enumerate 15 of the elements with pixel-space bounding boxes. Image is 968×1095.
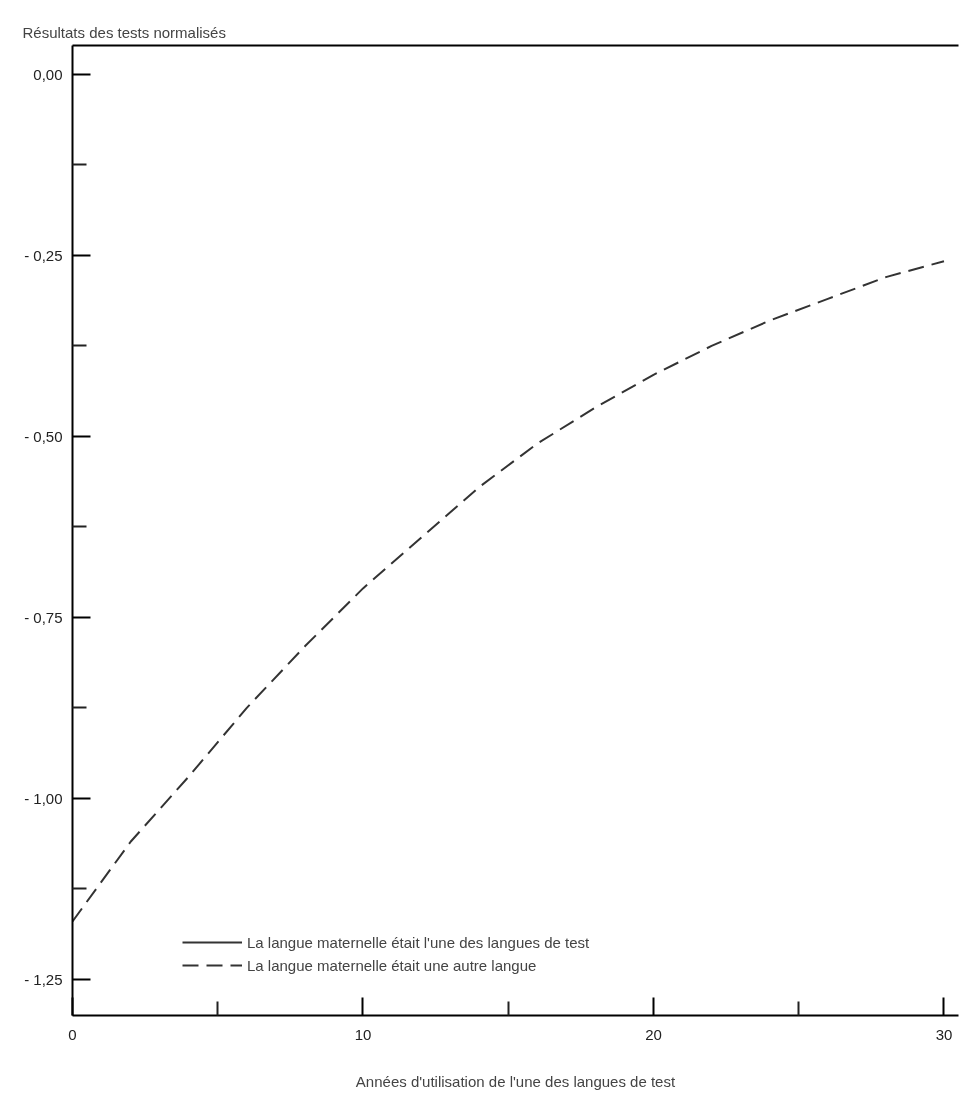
y-tick-label: 0,00 [33, 65, 63, 83]
y-axis-title: Résultats des tests normalisés [22, 23, 226, 41]
x-tick-label: 0 [68, 1025, 77, 1043]
y-tick-label: - 0,75 [24, 608, 63, 626]
x-tick-label: 10 [354, 1025, 372, 1043]
y-tick-label: - 0,50 [24, 427, 63, 445]
x-axis-title: Années d'utilisation de l'une des langues de test [355, 1072, 676, 1090]
y-tick-label: - 0,25 [24, 246, 63, 264]
y-tick-label: - 1,00 [24, 789, 63, 807]
x-tick-label: 30 [935, 1025, 953, 1043]
y-tick-label: - 1,25 [24, 970, 63, 988]
legend-label: La langue maternelle était une autre langue [247, 956, 537, 974]
line-series [72, 260, 945, 923]
legend-label: La langue maternelle était l'une des langues de test [247, 933, 590, 951]
x-tick-label: 20 [645, 1025, 662, 1043]
